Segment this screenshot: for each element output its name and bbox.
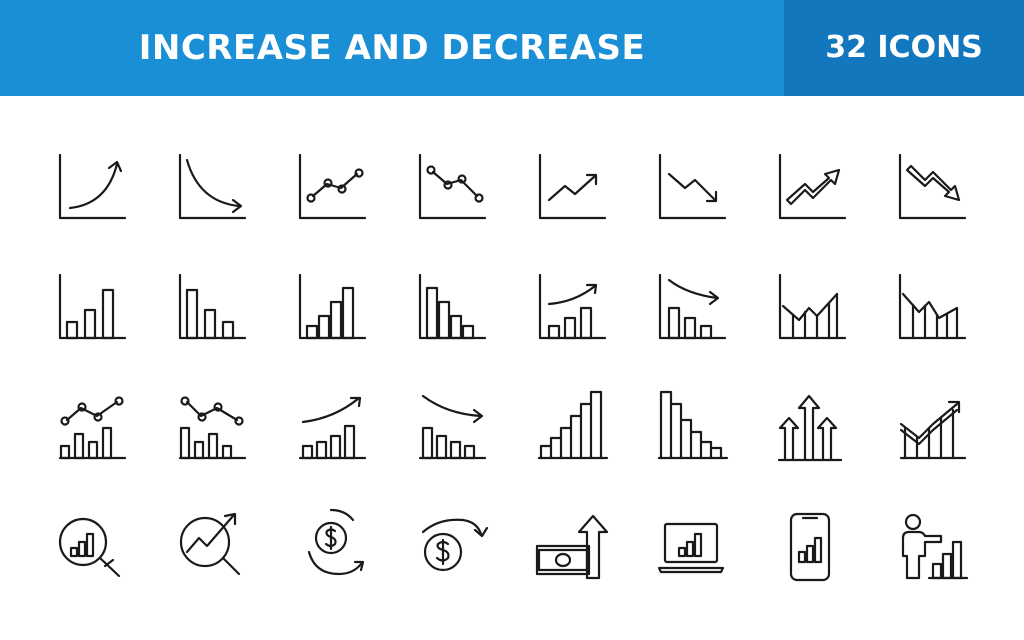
arrow-curve-bars-down-icon	[405, 380, 495, 470]
page-title: INCREASE AND DECREASE	[138, 28, 646, 68]
magnifier-trend-up-icon	[165, 500, 255, 590]
dollar-coin-cycle-icon	[285, 500, 375, 590]
stepped-bars-down-icon	[645, 380, 735, 470]
arrow-curve-bars-up-icon	[285, 380, 375, 470]
zigzag-down-arrow-chart-icon	[645, 140, 735, 230]
curve-down-chart-icon	[165, 140, 255, 230]
bars-down-icon	[165, 260, 255, 350]
bars-down-curve-arrow-icon	[645, 260, 735, 350]
line-points-bars-up-icon	[45, 380, 135, 470]
line-points-bars-down-icon	[165, 380, 255, 470]
magnifier-bar-chart-icon	[45, 500, 135, 590]
smartphone-bar-chart-icon	[765, 500, 855, 590]
dollar-coin-arrow-icon	[405, 500, 495, 590]
thick-arrow-up-chart-icon	[765, 140, 855, 230]
bars-up-four-icon	[285, 260, 375, 350]
bars-up-icon	[45, 260, 135, 350]
header-count-panel	[784, 0, 1024, 96]
triple-arrows-up-icon	[765, 380, 855, 470]
line-points-up-chart-icon	[285, 140, 375, 230]
bars-up-curve-arrow-icon	[525, 260, 615, 350]
arrow-bars-house-up-icon	[885, 380, 975, 470]
icon-count-label: 32 ICONS	[825, 30, 983, 65]
zigzag-bars-down-icon	[885, 260, 975, 350]
header-bar: INCREASE AND DECREASE 32 ICONS	[0, 0, 1024, 96]
line-points-down-chart-icon	[405, 140, 495, 230]
stepped-bars-up-icon	[525, 380, 615, 470]
zigzag-up-arrow-chart-icon	[525, 140, 615, 230]
person-bar-chart-icon	[885, 500, 975, 590]
icon-grid	[30, 140, 990, 620]
money-arrow-up-icon	[525, 500, 615, 590]
bars-down-four-icon	[405, 260, 495, 350]
thick-arrow-down-chart-icon	[885, 140, 975, 230]
curve-up-chart-icon	[45, 140, 135, 230]
zigzag-bars-up-icon	[765, 260, 855, 350]
laptop-bar-chart-icon	[645, 500, 735, 590]
